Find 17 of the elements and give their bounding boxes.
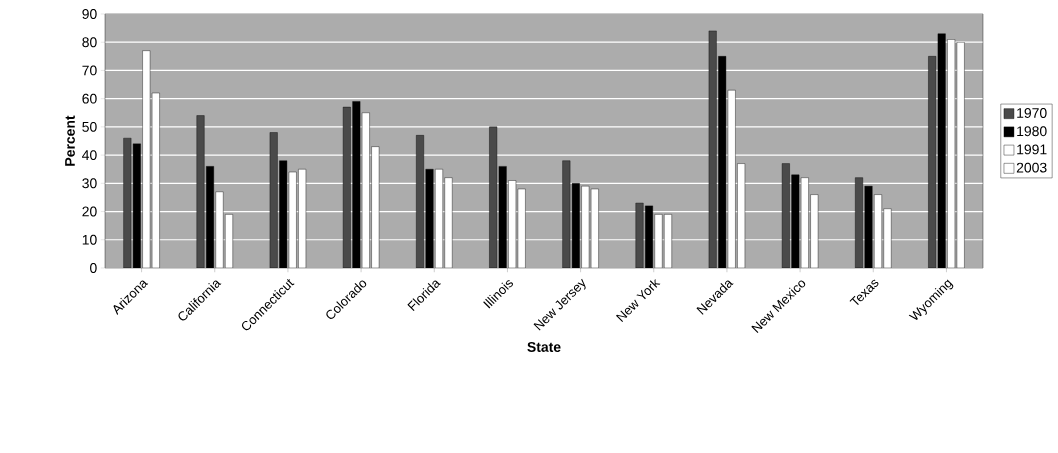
y-tick-label: 20 xyxy=(82,206,97,217)
y-tick-label: 50 xyxy=(82,121,97,132)
legend-label: 2003 xyxy=(1016,162,1047,173)
x-tick-label: New York xyxy=(615,279,661,322)
y-tick-label: 0 xyxy=(90,263,97,273)
y-tick-label: 60 xyxy=(82,93,97,104)
legend-label: 1970 xyxy=(1017,108,1047,118)
legend-label: 1980 xyxy=(1017,126,1047,137)
y-tick-label: 10 xyxy=(82,234,97,245)
y-tick-label: 40 xyxy=(82,150,97,161)
y-tick-label: 80 xyxy=(82,37,97,48)
y-tick-label: 30 xyxy=(82,178,97,189)
y-tick-label: 90 xyxy=(82,9,97,19)
legend-label: 1991 xyxy=(1017,144,1047,155)
x-axis-title: State xyxy=(527,342,561,352)
y-axis-title: Percent xyxy=(65,115,75,166)
y-tick-label: 70 xyxy=(82,65,97,76)
